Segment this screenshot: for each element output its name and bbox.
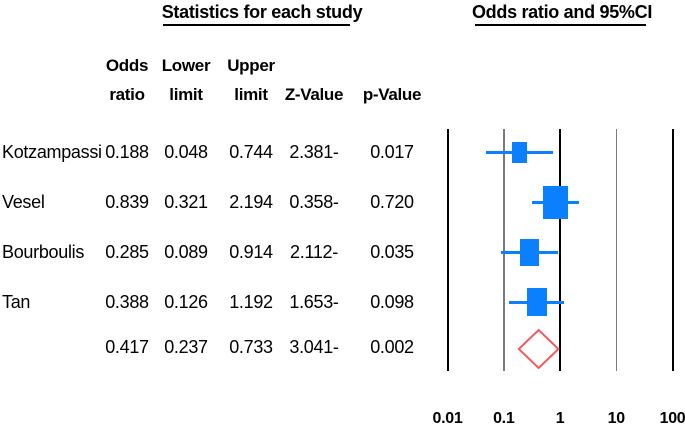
x-tick-label: 1 bbox=[555, 410, 565, 427]
study-weight-marker bbox=[526, 288, 547, 316]
column-header-upper-line1: Upper bbox=[227, 56, 275, 75]
odds-ratio-value: 0.285 bbox=[105, 242, 149, 262]
column-header-upper-line2: limit bbox=[234, 85, 268, 104]
upper-limit-value: 0.914 bbox=[229, 242, 273, 262]
x-tick-label: 0.01 bbox=[432, 410, 463, 427]
upper-limit-value: 0.744 bbox=[229, 142, 273, 162]
summary-diamond bbox=[517, 328, 560, 370]
z-value: 0.358- bbox=[289, 192, 339, 212]
lower-limit-value: 0.048 bbox=[164, 142, 208, 162]
x-tick-label: 10 bbox=[607, 410, 626, 427]
stats-section-title: Statistics for each study bbox=[161, 2, 363, 22]
column-header-lower-line1: Lower bbox=[161, 56, 211, 75]
lower-limit-value: 0.089 bbox=[164, 242, 208, 262]
z-value: 1.653- bbox=[289, 292, 339, 312]
p-value: 0.035 bbox=[370, 242, 414, 262]
p-value: 0.720 bbox=[370, 192, 414, 212]
plot-title-underline bbox=[475, 24, 646, 26]
x-tick-label: 100 bbox=[659, 410, 685, 427]
axis-gridline bbox=[559, 129, 561, 371]
odds-ratio-value: 0.839 bbox=[105, 192, 149, 212]
study-name: Kotzampassi bbox=[2, 142, 102, 162]
study-name: Bourboulis bbox=[2, 242, 85, 262]
upper-limit-value: 2.194 bbox=[229, 192, 273, 212]
z-value: 2.381- bbox=[289, 142, 339, 162]
column-header-odds-line1: Odds bbox=[105, 56, 149, 75]
study-weight-marker bbox=[519, 238, 539, 266]
study-name: Vesel bbox=[2, 192, 45, 212]
p-value: 0.017 bbox=[370, 142, 414, 162]
study-name: Tan bbox=[2, 292, 31, 312]
odds-ratio-value: 0.388 bbox=[105, 292, 149, 312]
stats-title-underline bbox=[163, 24, 350, 26]
z-value: 3.041- bbox=[289, 337, 339, 357]
axis-gridline bbox=[615, 129, 617, 371]
plot-section-title: Odds ratio and 95%CI bbox=[471, 2, 653, 22]
odds-ratio-value: 0.188 bbox=[105, 142, 149, 162]
axis-gridline bbox=[503, 129, 505, 371]
column-header-zvalue: Z-Value bbox=[284, 85, 344, 104]
p-value: 0.002 bbox=[370, 337, 414, 357]
axis-gridline bbox=[446, 129, 449, 371]
column-header-lower-line2: limit bbox=[169, 85, 203, 104]
upper-limit-value: 0.733 bbox=[229, 337, 273, 357]
lower-limit-value: 0.126 bbox=[164, 292, 208, 312]
lower-limit-value: 0.237 bbox=[164, 337, 208, 357]
odds-ratio-value: 0.417 bbox=[105, 337, 149, 357]
axis-gridline bbox=[671, 129, 674, 371]
study-weight-marker bbox=[511, 141, 527, 163]
study-weight-marker bbox=[543, 185, 569, 219]
x-tick-label: 0.1 bbox=[493, 410, 515, 427]
p-value: 0.098 bbox=[370, 292, 414, 312]
upper-limit-value: 1.192 bbox=[229, 292, 273, 312]
z-value: 2.112- bbox=[290, 242, 338, 262]
column-header-odds-line2: ratio bbox=[109, 85, 145, 104]
lower-limit-value: 0.321 bbox=[164, 192, 208, 212]
column-header-pvalue: p-Value bbox=[362, 85, 422, 104]
